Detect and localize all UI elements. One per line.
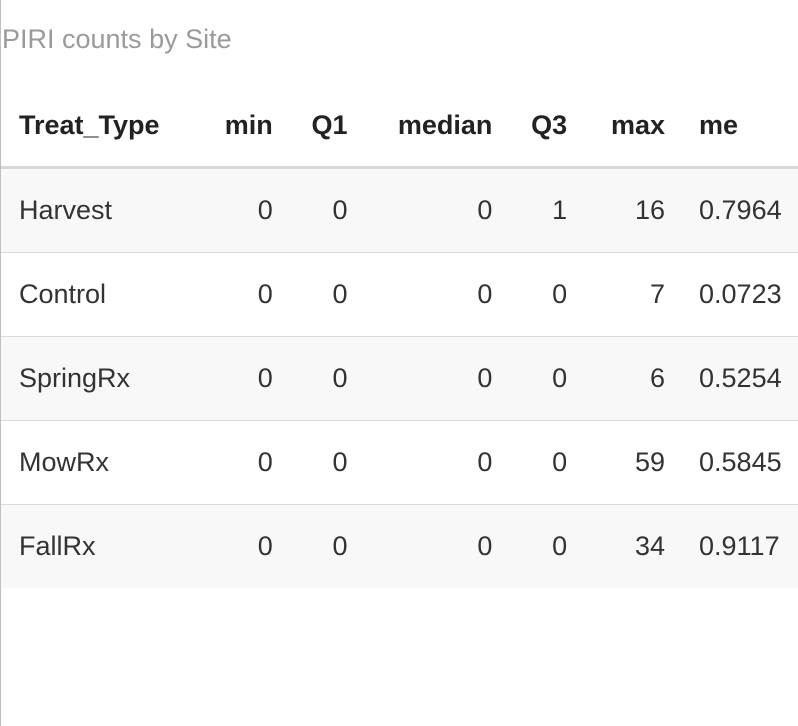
header-q1[interactable]: Q1 xyxy=(272,84,348,169)
left-border xyxy=(0,0,1,726)
cell-min: 0 xyxy=(195,504,273,588)
cell-max: 34 xyxy=(567,504,666,588)
cell-q3: 0 xyxy=(492,504,568,588)
cell-q1: 0 xyxy=(272,420,348,505)
cell-treat-type: MowRx xyxy=(1,420,196,505)
table-row: FallRx 0 0 0 0 34 0.9117 xyxy=(1,504,798,588)
cell-min: 0 xyxy=(195,252,273,337)
cell-q3: 1 xyxy=(492,167,568,253)
cell-max: 16 xyxy=(567,167,666,253)
table-row: SpringRx 0 0 0 0 6 0.5254 xyxy=(1,336,798,421)
cell-q1: 0 xyxy=(272,336,348,421)
cell-median: 0 xyxy=(347,167,493,253)
cell-mean: 0.9117 xyxy=(665,504,798,588)
header-row: Treat_Type min Q1 median Q3 max me xyxy=(1,84,798,169)
cell-min: 0 xyxy=(195,336,273,421)
table-caption: PIRI counts by Site xyxy=(2,24,232,54)
table-row: Control 0 0 0 0 7 0.0723 xyxy=(1,252,798,337)
cell-median: 0 xyxy=(347,336,493,421)
cell-median: 0 xyxy=(347,252,493,337)
cell-q1: 0 xyxy=(272,252,348,337)
header-min[interactable]: min xyxy=(195,84,273,169)
cell-q1: 0 xyxy=(272,167,348,253)
cell-treat-type: Harvest xyxy=(1,167,196,253)
header-max[interactable]: max xyxy=(567,84,666,169)
cell-q3: 0 xyxy=(492,420,568,505)
cell-mean: 0.0723 xyxy=(665,252,798,337)
cell-mean: 0.5845 xyxy=(665,420,798,505)
summary-table: Treat_Type min Q1 median Q3 max me Harve… xyxy=(1,84,798,588)
cell-treat-type: FallRx xyxy=(1,504,196,588)
cell-median: 0 xyxy=(347,504,493,588)
cell-q1: 0 xyxy=(272,504,348,588)
cell-median: 0 xyxy=(347,420,493,505)
cell-treat-type: Control xyxy=(1,252,196,337)
header-treat-type[interactable]: Treat_Type xyxy=(1,84,196,169)
cell-q3: 0 xyxy=(492,336,568,421)
cell-mean: 0.5254 xyxy=(665,336,798,421)
table-row: Harvest 0 0 0 1 16 0.7964 xyxy=(1,167,798,253)
table-row: MowRx 0 0 0 0 59 0.5845 xyxy=(1,420,798,505)
header-median[interactable]: median xyxy=(347,84,493,169)
cell-max: 7 xyxy=(567,252,666,337)
cell-q3: 0 xyxy=(492,252,568,337)
cell-max: 6 xyxy=(567,336,666,421)
cell-min: 0 xyxy=(195,420,273,505)
cell-mean: 0.7964 xyxy=(665,167,798,253)
header-q3[interactable]: Q3 xyxy=(492,84,568,169)
cell-treat-type: SpringRx xyxy=(1,336,196,421)
cell-max: 59 xyxy=(567,420,666,505)
cell-min: 0 xyxy=(195,167,273,253)
header-mean[interactable]: me xyxy=(665,84,798,169)
